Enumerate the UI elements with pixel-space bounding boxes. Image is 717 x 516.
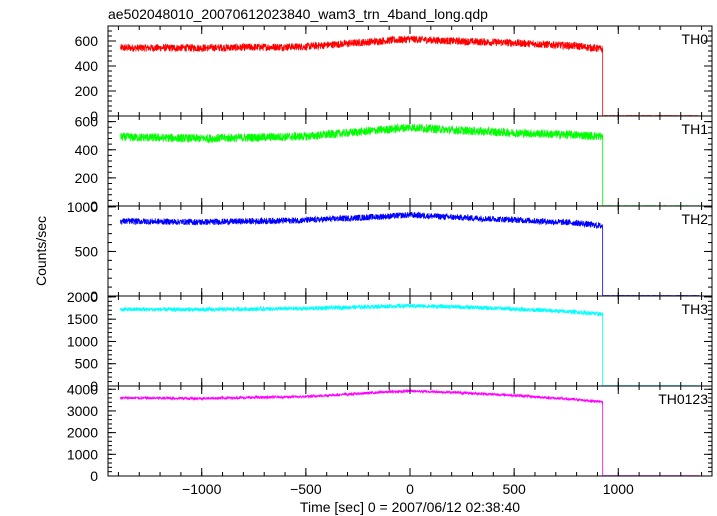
- y-axis-title: Counts/sec: [33, 216, 49, 286]
- y-tick-label: 1000: [67, 199, 98, 215]
- panel-th2: 0 500 1000 TH2: [67, 199, 713, 304]
- panel-th0123: 0 1000 2000 3000 4000 TH0123 −1000 −500 0 500 1000: [67, 381, 713, 497]
- series-line-th0: [120, 35, 700, 116]
- y-tick-label: 0: [90, 378, 98, 394]
- x-axis-title: Time [sec] 0 = 2007/06/12 02:38:40: [300, 499, 520, 515]
- x-tick-label: −500: [290, 481, 322, 497]
- y-tick-label: 0: [90, 468, 98, 484]
- y-tick-label: 400: [75, 142, 99, 158]
- y-tick-label: 1000: [67, 446, 98, 462]
- y-tick-label: 600: [75, 114, 99, 130]
- panel-th0: 0 200 400 600 TH0: [75, 25, 713, 124]
- y-tick-label: 0: [90, 108, 98, 124]
- y-tick-label: 1500: [67, 311, 98, 327]
- panel-label-th2: TH2: [682, 211, 709, 227]
- series-line-th2: [120, 211, 700, 296]
- x-tick-label: 1000: [603, 481, 634, 497]
- y-tick-label: 2000: [67, 289, 98, 305]
- x-tick-label: 500: [502, 481, 526, 497]
- y-tick-label: 1000: [67, 333, 98, 349]
- series-line-th0123: [120, 388, 700, 476]
- series-line-th1: [120, 123, 700, 206]
- y-tick-label: 400: [75, 58, 99, 74]
- panel-label-th0123: TH0123: [658, 391, 708, 407]
- y-tick-label: 200: [75, 83, 99, 99]
- y-tick-label: 2000: [67, 425, 98, 441]
- y-tick-label: 600: [75, 33, 99, 49]
- x-tick-label: 0: [406, 481, 414, 497]
- y-tick-label: 500: [75, 243, 99, 259]
- panel-label-th1: TH1: [682, 121, 709, 137]
- panel-th1: 0 200 400 600 TH1: [75, 114, 713, 214]
- y-tick-label: 4000: [67, 381, 98, 397]
- panel-label-th3: TH3: [682, 301, 709, 317]
- series-line-th3: [120, 302, 700, 386]
- panel-frame: [107, 115, 713, 207]
- panel-th3: 0 500 1000 1500 2000 TH3: [67, 289, 713, 394]
- y-tick-label: 500: [75, 356, 99, 372]
- chart-title: ae502048010_20070612023840_wam3_trn_4ban…: [108, 6, 488, 22]
- panel-label-th0: TH0: [682, 31, 709, 47]
- y-tick-label: 200: [75, 170, 99, 186]
- panel-frame: [107, 385, 713, 477]
- x-tick-label: −1000: [182, 481, 222, 497]
- y-tick-label: 3000: [67, 403, 98, 419]
- chart-panels: 0 200 400 600 TH0 0 200 400 600 TH1 0 500 1000 TH2 0 50…: [67, 25, 713, 497]
- y-tick-label: 0: [90, 288, 98, 304]
- y-tick-label: 0: [90, 198, 98, 214]
